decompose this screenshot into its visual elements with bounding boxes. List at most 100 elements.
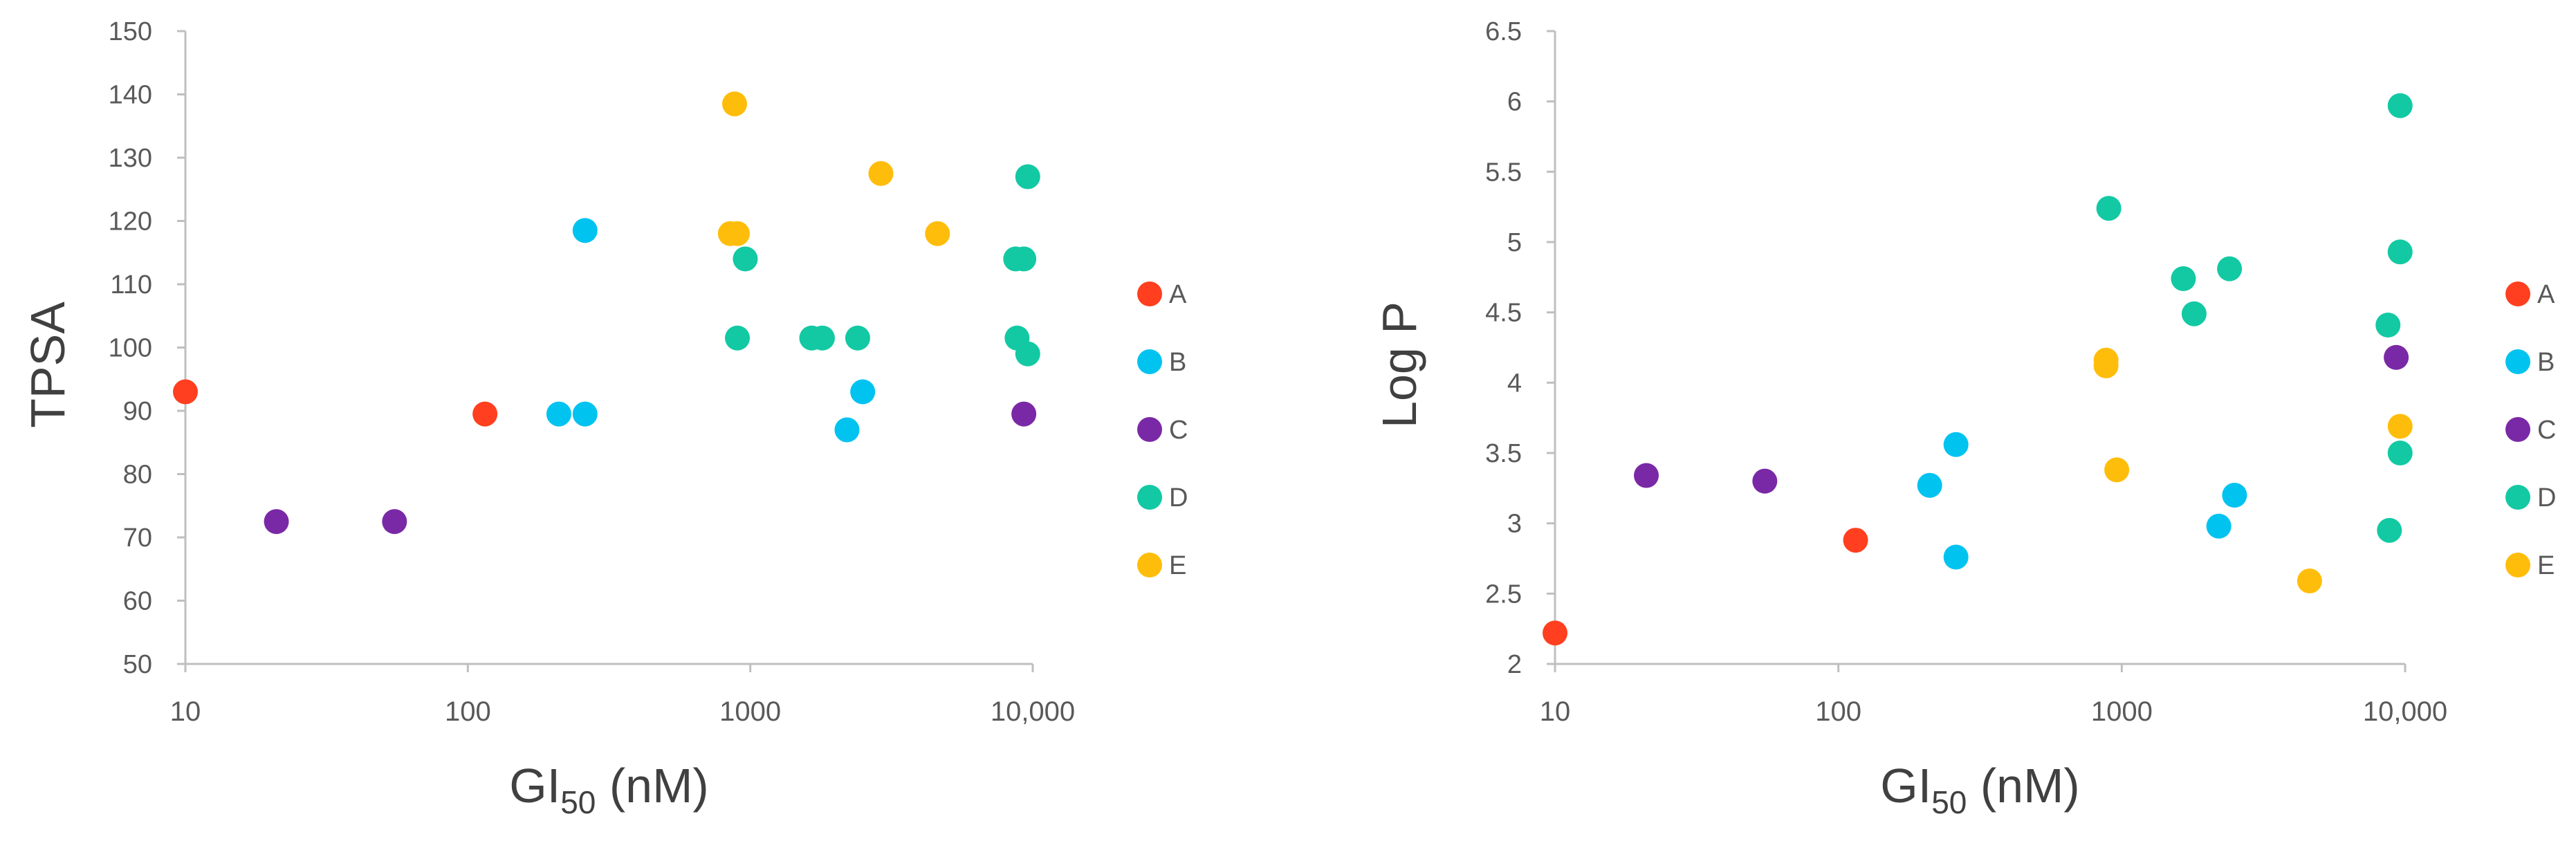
legend-marker-b — [1137, 349, 1162, 374]
y-tick-label: 70 — [123, 524, 152, 553]
y-axis-label: Log P — [1372, 302, 1426, 428]
data-point-b — [572, 401, 598, 427]
y-tick-label: 110 — [110, 270, 152, 299]
y-tick-label: 6 — [1507, 88, 1522, 117]
data-point-e — [868, 160, 894, 186]
x-axis-label-main: GI — [1880, 759, 1931, 813]
legend-label-a: A — [1169, 280, 1187, 309]
legend-marker-c — [1137, 417, 1162, 442]
data-point-c — [1634, 463, 1659, 488]
legend-label-d: D — [1169, 483, 1188, 512]
data-point-e — [724, 221, 750, 246]
legend-label-b: B — [2537, 348, 2555, 377]
data-point-e — [2297, 569, 2322, 594]
data-point-b — [572, 218, 598, 243]
legend-label-e: E — [2537, 551, 2555, 580]
x-axis-label-main: GI — [509, 759, 560, 813]
data-point-a — [173, 379, 198, 405]
data-point-d — [2377, 517, 2402, 543]
y-tick-label: 3.5 — [1485, 439, 1522, 468]
y-tick-label: 4.5 — [1485, 299, 1522, 328]
legend-marker-e — [2505, 553, 2530, 577]
data-point-d — [2217, 256, 2243, 281]
y-tick-label: 120 — [109, 207, 152, 237]
legend-marker-a — [2505, 281, 2530, 306]
x-tick-label: 10 — [170, 696, 201, 727]
data-point-a — [472, 401, 498, 427]
x-axis-label-unit: (nM) — [596, 759, 708, 813]
data-point-d — [1011, 246, 1037, 272]
y-tick-label: 2.5 — [1485, 580, 1522, 609]
y-tick-label: 4 — [1507, 369, 1522, 398]
data-point-c — [264, 509, 289, 535]
y-tick-label: 50 — [123, 650, 152, 679]
data-point-b — [546, 401, 571, 427]
legend-marker-d — [2505, 485, 2530, 510]
data-point-d — [2387, 239, 2413, 265]
data-point-e — [2093, 347, 2119, 373]
x-axis-label-subscript: 50 — [1931, 784, 1967, 820]
data-point-d — [1015, 164, 1040, 190]
legend-label-b: B — [1169, 348, 1186, 377]
x-axis-label: GI50 (nM) — [509, 759, 708, 820]
y-tick-label: 80 — [123, 461, 152, 490]
data-point-a — [1543, 620, 1567, 646]
y-tick-label: 2 — [1507, 650, 1522, 679]
data-point-d — [2181, 301, 2207, 326]
data-point-b — [1917, 472, 1942, 498]
x-axis-label-unit: (nM) — [1967, 759, 2079, 813]
data-point-b — [1943, 544, 1969, 570]
data-point-a — [1843, 528, 1868, 553]
y-tick-label: 140 — [109, 81, 152, 110]
x-tick-label: 100 — [1815, 696, 1861, 727]
data-point-e — [925, 221, 950, 246]
data-point-e — [721, 91, 747, 117]
data-point-b — [834, 417, 860, 443]
data-point-d — [2096, 196, 2122, 221]
legend-marker-b — [2505, 349, 2530, 374]
legend-marker-c — [2505, 417, 2530, 442]
legend-label-c: C — [2537, 416, 2556, 445]
data-point-c — [1011, 401, 1037, 427]
data-point-d — [2375, 312, 2401, 338]
y-tick-label: 6.5 — [1485, 17, 1522, 46]
data-point-d — [733, 246, 758, 272]
data-point-e — [2387, 414, 2413, 439]
legend-label-d: D — [2537, 483, 2556, 512]
x-tick-label: 1000 — [719, 696, 781, 727]
data-point-c — [382, 509, 407, 535]
data-point-c — [2384, 344, 2409, 370]
x-tick-label: 100 — [445, 696, 491, 727]
y-tick-label: 100 — [109, 334, 152, 363]
data-point-d — [809, 325, 835, 351]
legend-label-a: A — [2537, 280, 2555, 309]
data-point-e — [2104, 457, 2130, 483]
y-tick-label: 150 — [109, 17, 152, 46]
x-axis-label-subscript: 50 — [560, 784, 596, 820]
data-point-d — [1015, 341, 1040, 367]
data-point-b — [2222, 483, 2247, 508]
data-point-d — [845, 325, 870, 351]
y-axis-label: TPSA — [21, 302, 75, 428]
y-tick-label: 3 — [1507, 510, 1522, 539]
x-tick-label: 10,000 — [2363, 696, 2447, 727]
legend-marker-e — [1137, 553, 1162, 577]
y-tick-label: 5.5 — [1485, 158, 1522, 187]
data-point-d — [2387, 441, 2413, 465]
y-tick-label: 60 — [123, 587, 152, 616]
y-tick-label: 130 — [109, 144, 152, 173]
y-tick-label: 90 — [123, 397, 152, 426]
legend-marker-a — [1137, 281, 1162, 306]
x-tick-label: 10,000 — [991, 696, 1075, 727]
data-point-b — [850, 379, 876, 405]
y-tick-label: 5 — [1507, 228, 1522, 257]
data-point-d — [724, 325, 750, 351]
legend-label-c: C — [1169, 416, 1188, 445]
data-point-b — [2206, 513, 2232, 539]
legend-marker-d — [1137, 485, 1162, 510]
data-point-d — [2171, 266, 2196, 291]
x-axis-label: GI50 (nM) — [1880, 759, 2079, 820]
data-point-b — [1943, 432, 1969, 457]
